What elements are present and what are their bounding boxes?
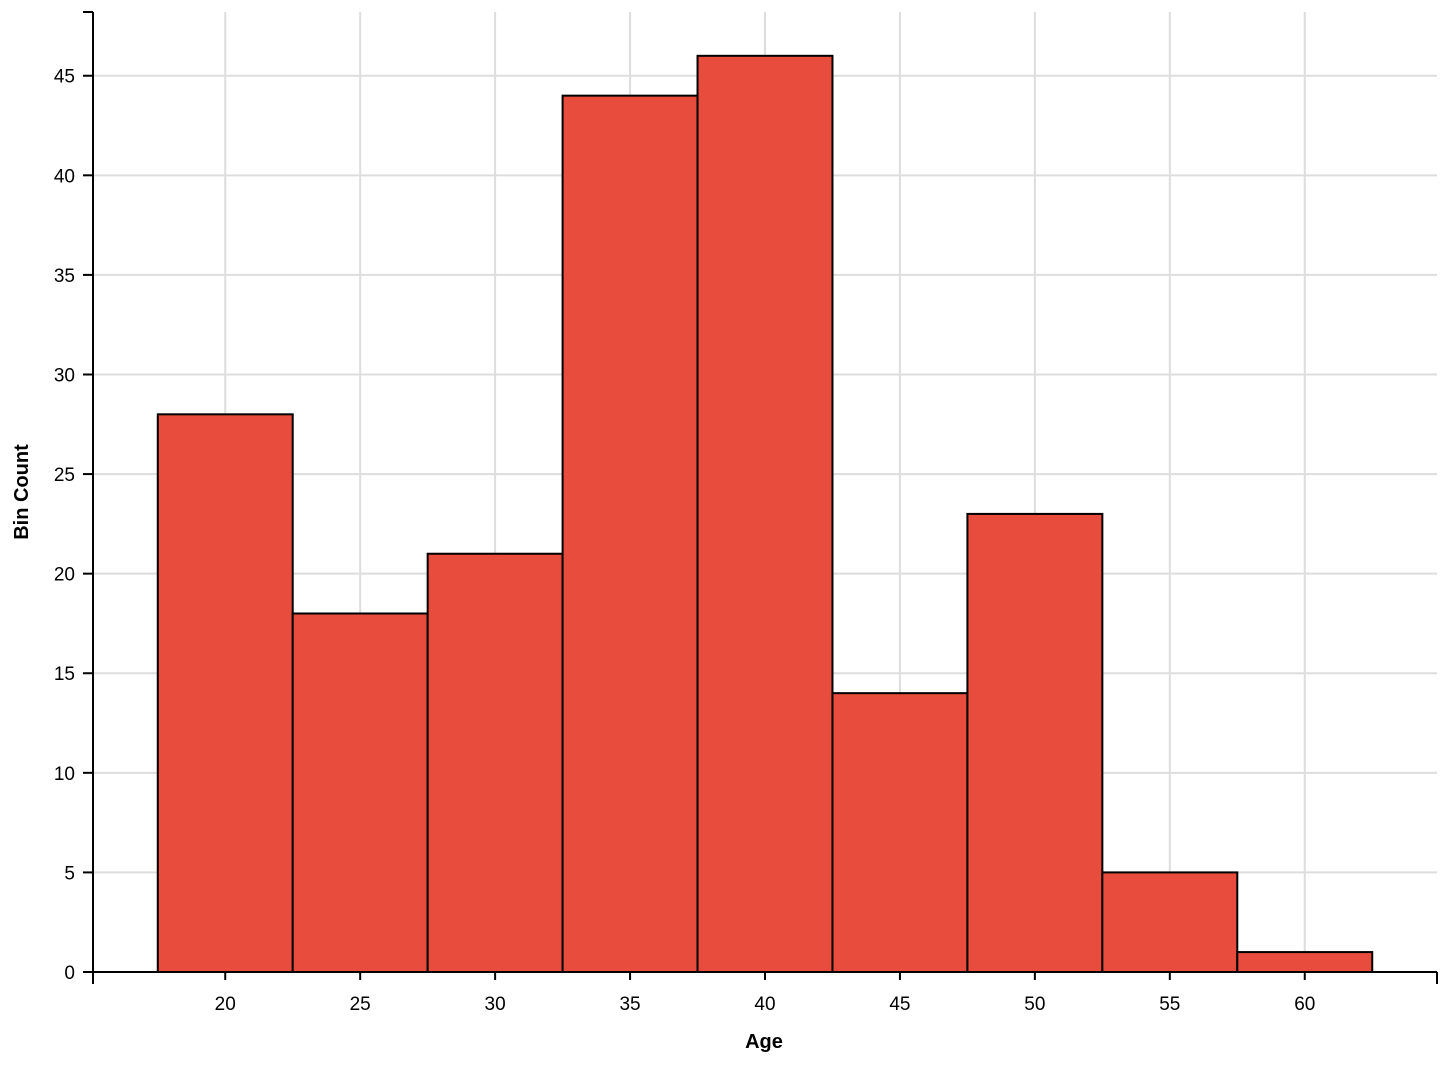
x-tick-label: 25 (350, 994, 371, 1015)
y-tick-label: 40 (54, 166, 75, 187)
x-tick-label: 50 (1024, 994, 1045, 1015)
y-tick-label: 45 (54, 67, 75, 88)
bar-42.5-47.5 (831, 692, 969, 973)
bar-52.5-57.5 (1101, 871, 1239, 973)
x-axis-title: Age (745, 1031, 783, 1053)
bar-27.5-32.5 (426, 552, 564, 973)
bar-37.5-42.5 (696, 54, 834, 973)
y-axis: 0 5 10 15 20 25 30 35 40 45 (54, 11, 94, 984)
bar-22.5-27.5 (291, 612, 429, 973)
x-tick-label: 60 (1294, 994, 1315, 1015)
y-tick-label: 35 (54, 266, 75, 287)
y-tick-label: 5 (64, 863, 75, 884)
bars (156, 54, 1374, 974)
x-tick-label: 20 (215, 994, 236, 1015)
bar-17.5-22.5 (156, 413, 294, 973)
x-tick-label: 55 (1159, 994, 1180, 1015)
x-tick-label: 30 (485, 994, 506, 1015)
y-tick-label: 10 (54, 764, 75, 785)
y-tick-label: 30 (54, 365, 75, 386)
x-axis: 20 25 30 35 40 45 50 55 60 (92, 971, 1438, 1015)
y-tick-label: 0 (64, 963, 75, 984)
x-tick-label: 40 (754, 994, 775, 1015)
bar-57.5-62.5 (1236, 951, 1374, 974)
bar-47.5-52.5 (966, 512, 1104, 973)
y-tick-label: 15 (54, 664, 75, 685)
y-tick-label: 20 (54, 565, 75, 586)
bar-32.5-37.5 (561, 94, 699, 974)
x-tick-label: 35 (619, 994, 640, 1015)
x-tick-label: 45 (889, 994, 910, 1015)
y-axis-title: Bin Count (11, 444, 33, 540)
y-tick-label: 25 (54, 465, 75, 486)
